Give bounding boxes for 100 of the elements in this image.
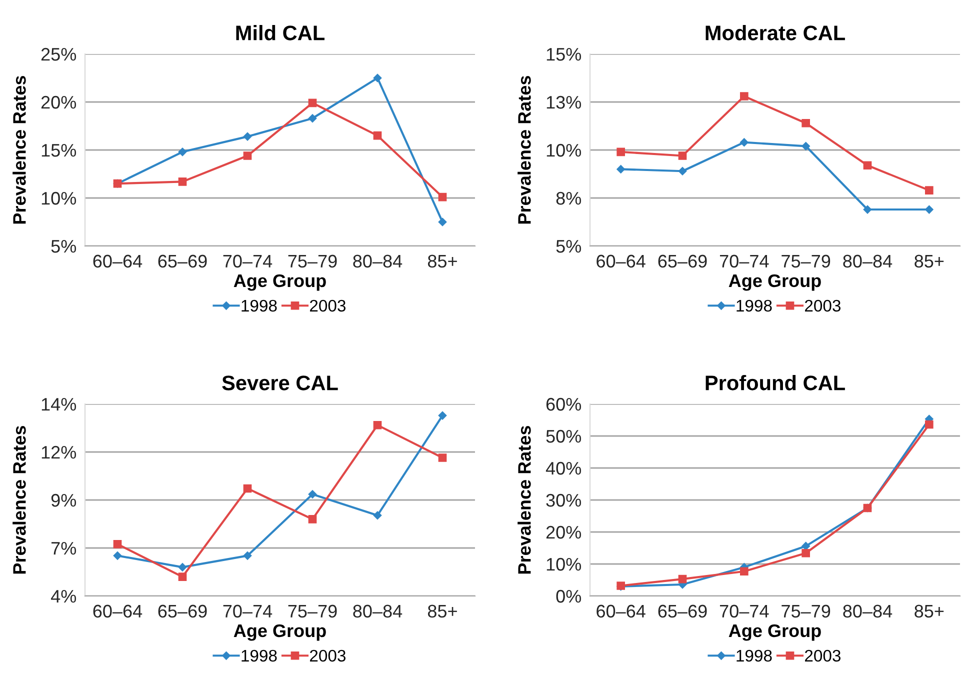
point xyxy=(925,420,934,429)
x-tick-label: 65–69 xyxy=(158,604,207,618)
legend-label: 1998 xyxy=(736,300,772,312)
y-tick-label: 0% xyxy=(556,590,582,603)
x-tick-label: 60–64 xyxy=(596,604,646,618)
point xyxy=(308,114,317,122)
point xyxy=(925,186,934,194)
x-axis-title: Age Group xyxy=(728,274,821,291)
point xyxy=(678,152,687,160)
y-tick-label: 20% xyxy=(546,526,582,539)
point xyxy=(802,118,810,128)
point xyxy=(802,548,810,558)
y-tick-label: 5% xyxy=(556,240,582,253)
y-tick-label: 20% xyxy=(41,96,76,109)
x-tick-label: 75–79 xyxy=(288,604,337,618)
point xyxy=(178,148,187,156)
point xyxy=(243,484,252,493)
x-tick-label: 80–84 xyxy=(843,254,892,268)
y-tick-label: 15% xyxy=(546,48,582,61)
x-tick-label: 75–79 xyxy=(782,254,830,268)
x-tick-label: 80–84 xyxy=(353,254,402,268)
legend-label: 2003 xyxy=(805,650,841,662)
x-tick-label: 70–74 xyxy=(223,254,272,268)
y-tick-label: 4% xyxy=(50,590,76,603)
legend-label: 2003 xyxy=(805,300,841,312)
x-tick-label: 65–69 xyxy=(158,254,207,268)
x-tick-label: 75–79 xyxy=(288,254,337,268)
point xyxy=(308,490,317,498)
x-tick-label: 60–64 xyxy=(596,254,646,268)
point xyxy=(178,178,187,186)
point xyxy=(113,552,122,560)
legend-label: 1998 xyxy=(242,300,277,312)
point xyxy=(373,420,382,430)
x-tick-label: 70–74 xyxy=(223,604,272,618)
chart-title: Severe CAL xyxy=(222,376,338,390)
chart-title: Profound CAL xyxy=(706,375,845,390)
point xyxy=(243,132,252,141)
x-tick-label: 60–64 xyxy=(93,254,142,268)
point xyxy=(438,411,447,420)
x-tick-label: 85+ xyxy=(428,604,457,618)
point xyxy=(925,205,934,214)
x-tick-label: 80–84 xyxy=(353,604,402,618)
y-tick-label: 8% xyxy=(556,192,582,205)
point xyxy=(308,515,317,524)
x-axis-title: Age Group xyxy=(234,624,326,641)
x-tick-label: 70–74 xyxy=(720,254,769,268)
point xyxy=(373,511,382,520)
x-tick-label: 85+ xyxy=(914,254,944,268)
y-tick-label: 10% xyxy=(546,144,582,157)
point xyxy=(373,131,382,140)
point xyxy=(802,142,810,150)
y-tick-label: 13% xyxy=(546,96,582,109)
y-tick-label: 14% xyxy=(42,398,76,411)
y-axis-title: Prevalence Rates xyxy=(12,426,26,574)
point xyxy=(243,152,252,160)
point xyxy=(438,192,447,202)
point xyxy=(178,572,187,581)
x-tick-label: 60–64 xyxy=(93,604,142,618)
point xyxy=(740,138,748,146)
point xyxy=(113,540,122,548)
point xyxy=(616,165,625,174)
point xyxy=(678,574,687,584)
legend-label: 1998 xyxy=(736,650,772,662)
point xyxy=(678,166,687,176)
y-tick-label: 40% xyxy=(546,462,582,475)
legend-label: 2003 xyxy=(310,300,346,312)
point xyxy=(438,218,447,226)
legend-label: 2003 xyxy=(310,650,346,662)
y-axis-title: Prevalence Rates xyxy=(518,76,531,224)
y-tick-label: 9% xyxy=(51,494,76,507)
y-tick-label: 7% xyxy=(51,542,76,555)
x-axis-title: Age Group xyxy=(234,274,326,291)
point xyxy=(178,563,187,572)
point xyxy=(243,552,252,560)
point xyxy=(308,98,317,108)
x-tick-label: 65–69 xyxy=(658,254,707,268)
x-tick-label: 70–74 xyxy=(720,604,769,618)
point xyxy=(740,92,748,100)
x-tick-label: 75–79 xyxy=(782,604,830,618)
x-axis-title: Age Group xyxy=(728,624,821,641)
point xyxy=(616,148,625,156)
point xyxy=(373,74,382,82)
point xyxy=(740,567,748,576)
point xyxy=(863,161,872,170)
point xyxy=(863,205,872,214)
chart-title: Moderate CAL xyxy=(706,25,845,40)
y-axis-title: Prevalence Rates xyxy=(12,76,26,224)
chart-title: Mild CAL xyxy=(236,25,324,40)
y-tick-label: 5% xyxy=(51,240,76,253)
y-tick-label: 10% xyxy=(546,558,582,571)
x-tick-label: 65–69 xyxy=(658,604,707,618)
y-tick-label: 25% xyxy=(41,48,76,61)
x-tick-label: 85+ xyxy=(428,254,457,268)
y-tick-label: 60% xyxy=(546,398,582,411)
y-tick-label: 50% xyxy=(546,430,582,443)
x-tick-label: 85+ xyxy=(914,604,944,618)
point xyxy=(438,454,447,462)
legend-label: 1998 xyxy=(242,650,277,662)
x-tick-label: 80–84 xyxy=(843,604,892,618)
y-tick-label: 15% xyxy=(42,144,76,157)
